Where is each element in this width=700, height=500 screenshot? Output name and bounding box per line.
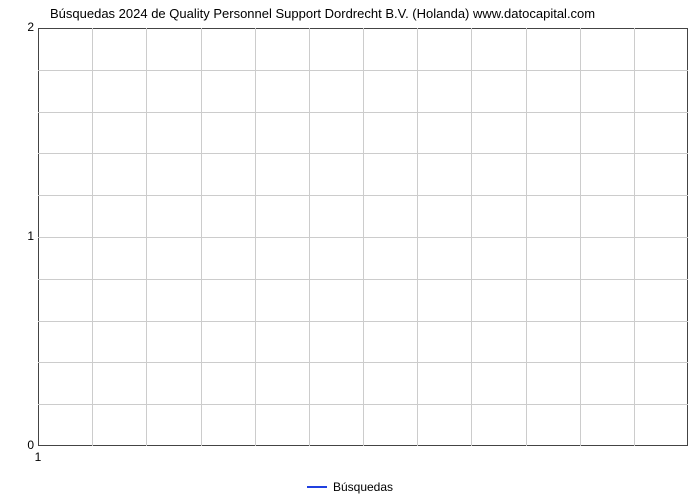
chart-title: Búsquedas 2024 de Quality Personnel Supp… xyxy=(50,6,690,21)
gridline-v xyxy=(146,28,147,446)
gridline-v xyxy=(363,28,364,446)
gridline-v xyxy=(309,28,310,446)
x-tick-label: 1 xyxy=(28,450,48,464)
chart-container: Búsquedas 2024 de Quality Personnel Supp… xyxy=(0,0,700,500)
plot-area xyxy=(38,28,688,446)
gridline-v xyxy=(634,28,635,446)
gridline-v xyxy=(526,28,527,446)
legend-label: Búsquedas xyxy=(333,480,393,494)
gridline-v xyxy=(580,28,581,446)
gridline-v xyxy=(471,28,472,446)
gridline-v xyxy=(417,28,418,446)
gridline-v xyxy=(92,28,93,446)
gridline-v xyxy=(201,28,202,446)
y-tick-label: 2 xyxy=(14,20,34,34)
gridline-v xyxy=(255,28,256,446)
legend: Búsquedas xyxy=(0,479,700,494)
legend-swatch xyxy=(307,486,327,488)
y-tick-label: 1 xyxy=(14,229,34,243)
